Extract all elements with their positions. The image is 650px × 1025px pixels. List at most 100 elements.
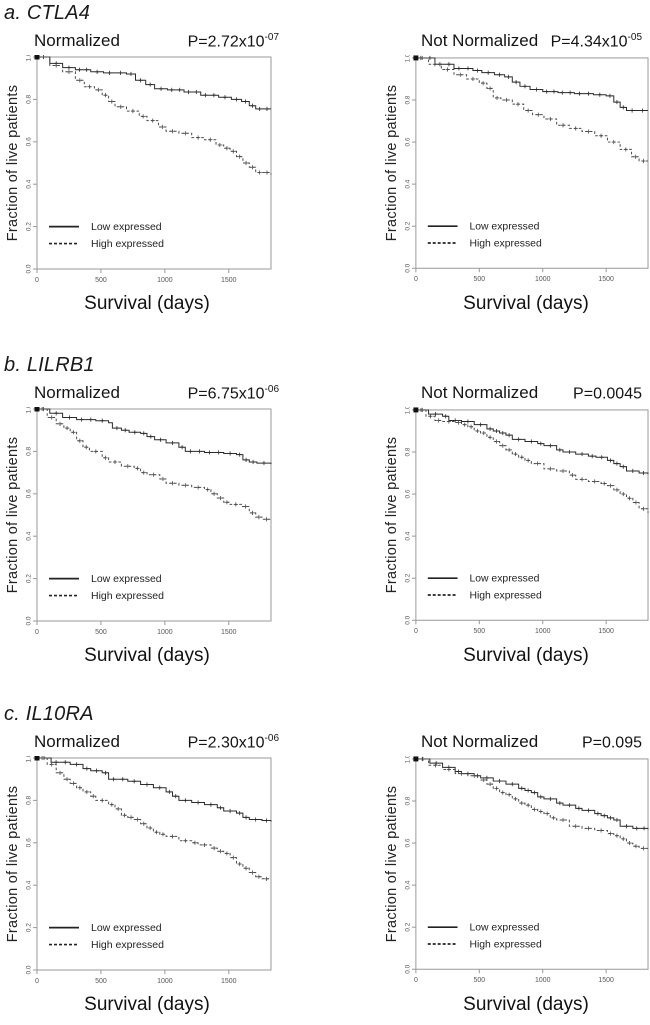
censor-marks bbox=[420, 55, 646, 164]
y-axis-label-text: Fraction of live patients bbox=[383, 84, 400, 242]
x-axis-label: Survival (days) bbox=[463, 994, 589, 1015]
x-tick-label: 1000 bbox=[535, 276, 551, 283]
survival-plot-ctla4-normalized: 0.0 0.2 0.4 0.6 0.8 1.0 0 500 1000 1500 Low expres… bbox=[26, 55, 272, 284]
y-tick-label: 0.6 bbox=[26, 137, 33, 146]
x-tick-label: 1500 bbox=[598, 977, 614, 984]
panel-header: Not Normalized P=0.095 bbox=[325, 732, 650, 756]
survival-plot-ctla4-not-normalized: 0.0 0.2 0.4 0.6 0.8 1.0 0 500 1000 1500 Low expres… bbox=[405, 55, 649, 283]
plot-border bbox=[415, 57, 649, 269]
panel-c-normalized: Normalized P=2.30x10-06 Fraction of live… bbox=[2, 732, 325, 1016]
x-tick-label: 0 bbox=[414, 276, 418, 283]
p-value: P=0.095 bbox=[582, 733, 642, 752]
km-curve-high-expressed bbox=[415, 57, 649, 162]
legend-label-high: High expressed bbox=[91, 238, 164, 250]
y-tick-label: 0.2 bbox=[26, 222, 33, 231]
panel-title: Not Normalized bbox=[421, 31, 539, 50]
row-b-panels: Normalized P=6.75x10-06 Fraction of live… bbox=[2, 383, 650, 667]
p-value: P=6.75x10-06 bbox=[188, 384, 279, 403]
x-tick-label: 1000 bbox=[157, 629, 173, 636]
x-tick-label: 500 bbox=[95, 629, 107, 636]
panel-body: Fraction of live patients 0.0 0.2 0.4 0.6 0.… bbox=[325, 55, 650, 295]
plot-border bbox=[415, 409, 649, 621]
y-tick-label: 0.0 bbox=[26, 965, 33, 974]
censor-marks bbox=[418, 407, 646, 511]
y-axis-label-text: Fraction of live patients bbox=[4, 436, 21, 594]
panel-body: Fraction of live patients 0.0 0.2 0.4 0.6 0.… bbox=[325, 407, 650, 647]
y-tick-label: 0.6 bbox=[26, 838, 33, 847]
p-value-base: P=2.30x10 bbox=[187, 734, 265, 751]
y-tick-label: 0.2 bbox=[26, 574, 33, 583]
y-tick-label: 0.4 bbox=[405, 880, 412, 889]
y-axis-label-text: Fraction of live patients bbox=[383, 436, 400, 594]
y-tick-label: 1.0 bbox=[26, 55, 33, 62]
y-tick-label: 1.0 bbox=[26, 407, 33, 414]
survival-plot-il10ra-not-normalized: 0.0 0.2 0.4 0.6 0.8 1.0 0 500 1000 1500 Low expres… bbox=[405, 756, 649, 984]
legend-label-low: Low expressed bbox=[469, 923, 539, 934]
legend-label-high: High expressed bbox=[91, 939, 164, 951]
panel-a-normalized: Normalized P=2.72x10-07 Fraction of live… bbox=[2, 31, 325, 315]
y-axis-label-text: Fraction of live patients bbox=[4, 84, 21, 242]
gene-label-b: b. LILRB1 bbox=[4, 354, 95, 376]
panel-header: Normalized P=2.72x10-07 bbox=[2, 31, 325, 55]
y-tick-label: 0.6 bbox=[405, 137, 412, 146]
panel-body: Fraction of live patients 0.0 0.2 0.4 0.6 0.… bbox=[2, 407, 325, 647]
y-tick-label: 1.0 bbox=[405, 756, 412, 763]
p-value: P=0.0045 bbox=[573, 384, 642, 403]
legend: Low expressed High expressed bbox=[427, 574, 542, 601]
legend: Low expressed High expressed bbox=[49, 221, 164, 250]
y-tick-label: 0.2 bbox=[405, 922, 412, 931]
x-tick-label: 1500 bbox=[598, 628, 614, 635]
panel-b-normalized: Normalized P=6.75x10-06 Fraction of live… bbox=[2, 383, 325, 667]
km-curve-high-expressed bbox=[415, 409, 649, 514]
p-value: P=4.34x10-05 bbox=[551, 32, 642, 51]
panel-title: Normalized bbox=[34, 732, 120, 751]
x-tick-label: 500 bbox=[474, 628, 486, 635]
panel-c-not-normalized: Not Normalized P=0.095 Fraction of live … bbox=[325, 732, 650, 1016]
legend-label-high: High expressed bbox=[91, 590, 164, 602]
x-axis-label: Survival (days) bbox=[463, 645, 589, 666]
km-curve-high-expressed bbox=[37, 408, 272, 521]
legend-label-low: Low expressed bbox=[91, 573, 162, 585]
x-tick-label: 500 bbox=[474, 276, 486, 283]
p-value-base: P=4.34x10 bbox=[550, 33, 628, 50]
y-tick-label: 0.2 bbox=[26, 923, 33, 932]
panel-a-not-normalized: Not Normalized P=4.34x10-05 Fraction of … bbox=[325, 31, 650, 315]
y-tick-label: 0.2 bbox=[405, 573, 412, 582]
p-value-base: P=6.75x10 bbox=[187, 385, 265, 402]
x-tick-label: 500 bbox=[95, 277, 107, 284]
y-tick-label: 1.0 bbox=[26, 756, 33, 763]
x-axis-label: Survival (days) bbox=[84, 645, 210, 666]
legend-label-low: Low expressed bbox=[469, 222, 539, 233]
y-tick-label: 0.4 bbox=[26, 880, 33, 889]
legend-label-low: Low expressed bbox=[91, 922, 162, 934]
y-tick-label: 0.8 bbox=[26, 95, 33, 104]
y-tick-label: 0.8 bbox=[26, 447, 33, 456]
y-tick-label: 1.0 bbox=[405, 55, 412, 62]
panel-header: Normalized P=6.75x10-06 bbox=[2, 383, 325, 407]
p-value-base: P=0.0045 bbox=[573, 385, 642, 402]
p-value: P=2.30x10-06 bbox=[188, 733, 279, 752]
row-c-panels: Normalized P=2.30x10-06 Fraction of live… bbox=[2, 732, 650, 1016]
figure-row-b: b. LILRB1 Normalized P=6.75x10-06 Fracti… bbox=[2, 354, 650, 667]
censor-marks bbox=[40, 756, 269, 881]
panel-title: Normalized bbox=[34, 31, 120, 50]
y-tick-label: 0.0 bbox=[26, 616, 33, 625]
panel-body: Fraction of live patients 0.0 0.2 0.4 0.6 0.… bbox=[2, 55, 325, 295]
plot-border bbox=[415, 758, 649, 970]
y-tick-label: 0.6 bbox=[405, 838, 412, 847]
x-axis-label: Survival (days) bbox=[463, 293, 589, 314]
curve-start-marker bbox=[413, 407, 419, 413]
km-curve-high-expressed bbox=[37, 757, 271, 880]
plot-border bbox=[36, 56, 272, 270]
y-axis-label-text: Fraction of live patients bbox=[4, 785, 21, 943]
gene-label-a: a. CTLA4 bbox=[4, 2, 91, 24]
legend-label-low: Low expressed bbox=[91, 221, 162, 233]
y-tick-label: 0.4 bbox=[26, 179, 33, 188]
x-tick-label: 1500 bbox=[221, 978, 237, 985]
censor-marks bbox=[420, 756, 646, 851]
y-tick-label: 0.0 bbox=[405, 263, 412, 272]
x-tick-label: 1500 bbox=[221, 277, 237, 284]
legend-label-high: High expressed bbox=[469, 590, 542, 601]
km-curve-high-expressed bbox=[415, 758, 649, 850]
